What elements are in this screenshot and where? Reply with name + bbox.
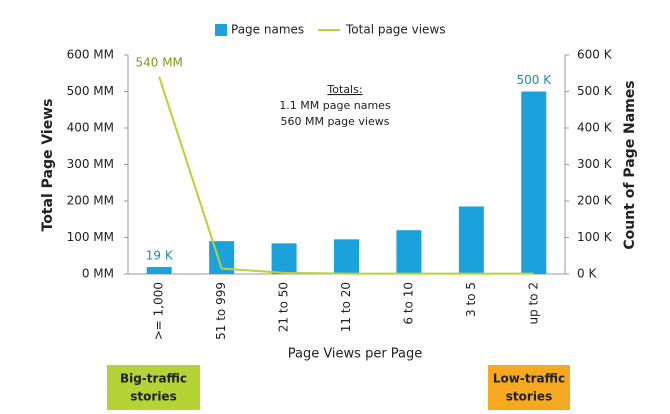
legend-label: Total page views bbox=[345, 23, 446, 37]
y2-tick-label: 200 K bbox=[577, 194, 613, 208]
callout-text: Low-traffic bbox=[493, 372, 565, 386]
x-tick-label: 3 to 5 bbox=[464, 282, 478, 317]
y-axis-title: Total Page Views bbox=[40, 99, 56, 232]
y2-tick-label: 600 K bbox=[577, 48, 613, 62]
annotation: 1.1 MM page names bbox=[279, 99, 391, 112]
x-tick-label: 11 to 20 bbox=[339, 282, 353, 332]
bar bbox=[146, 267, 172, 274]
annotation: 560 MM page views bbox=[280, 115, 389, 128]
y-tick-label: 500 MM bbox=[67, 84, 114, 98]
y2-tick-label: 300 K bbox=[577, 157, 613, 171]
x-tick-label: 51 to 999 bbox=[214, 282, 228, 340]
y-tick-label: 400 MM bbox=[67, 121, 114, 135]
y2-axis-title: Count of Page Names bbox=[622, 80, 638, 249]
x-tick-label: 21 to 50 bbox=[277, 282, 291, 332]
data-label: 540 MM bbox=[135, 55, 182, 69]
y2-tick-label: 0 K bbox=[577, 267, 597, 281]
data-label: 500 K bbox=[516, 73, 552, 87]
y2-tick-label: 500 K bbox=[577, 84, 613, 98]
callout-box bbox=[488, 365, 570, 410]
bar bbox=[458, 206, 484, 274]
bar bbox=[521, 91, 547, 274]
y-tick-label: 600 MM bbox=[67, 48, 114, 62]
x-tick-label: 6 to 10 bbox=[401, 282, 415, 325]
callout-text: stories bbox=[506, 390, 552, 404]
callout-box bbox=[107, 365, 200, 410]
y-tick-label: 0 MM bbox=[82, 267, 114, 281]
x-axis-title: Page Views per Page bbox=[288, 347, 423, 362]
legend-label: Page names bbox=[231, 23, 304, 37]
annotation: Totals: bbox=[326, 83, 362, 96]
y-tick-label: 100 MM bbox=[67, 230, 114, 244]
callout-text: stories bbox=[130, 390, 176, 404]
y-tick-label: 300 MM bbox=[67, 157, 114, 171]
y-tick-label: 200 MM bbox=[67, 194, 114, 208]
callout-text: Big-traffic bbox=[120, 372, 187, 386]
x-tick-label: up to 2 bbox=[526, 282, 540, 325]
legend-swatch bbox=[215, 24, 227, 36]
bar bbox=[396, 230, 422, 274]
y2-tick-label: 400 K bbox=[577, 121, 613, 135]
data-label: 19 K bbox=[146, 249, 174, 263]
y2-tick-label: 100 K bbox=[577, 230, 613, 244]
bar bbox=[334, 239, 359, 274]
x-tick-label: >= 1,000 bbox=[152, 282, 166, 340]
bar bbox=[271, 243, 297, 274]
line bbox=[158, 76, 534, 275]
